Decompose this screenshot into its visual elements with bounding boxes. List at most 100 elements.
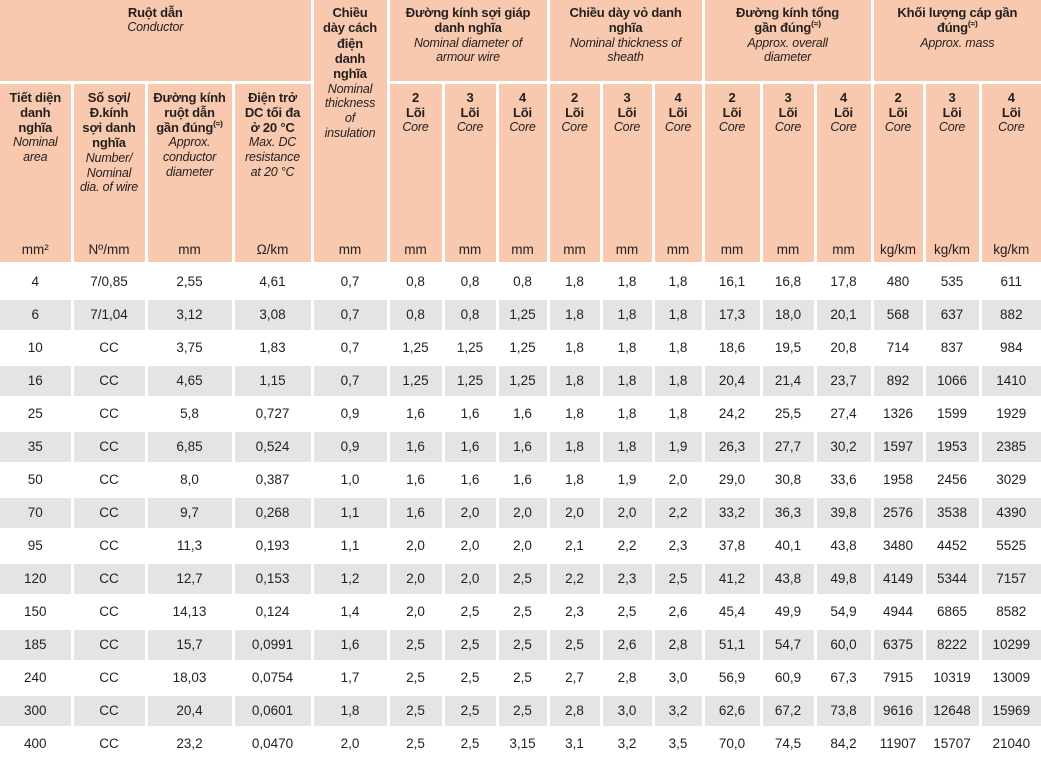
cell: 3,12 <box>144 298 233 333</box>
group-title-vn: Khối lượng cáp gần đúng(≈) <box>897 5 1018 36</box>
table-row: 6 7/1,04 3,12 3,08 0,7 0,8 0,8 1,25 1,8 1,8 1,8 17,… <box>0 298 1041 333</box>
cell: 7/1,04 <box>70 298 146 333</box>
cell: 21040 <box>978 727 1041 762</box>
cell: 21,4 <box>759 364 816 399</box>
cell: 49,8 <box>813 562 873 597</box>
group-title-en: Nominal thickness of sheath <box>569 35 682 65</box>
cell: 3,0 <box>599 694 654 729</box>
cell: 5525 <box>978 529 1041 564</box>
cell: 20,8 <box>813 331 873 366</box>
cell: CC <box>70 496 146 531</box>
cell: 2,0 <box>441 496 497 531</box>
cell: 37,8 <box>701 529 762 564</box>
unit-cell: kg/km <box>870 240 925 267</box>
cell: 15,7 <box>144 628 233 663</box>
cell: CC <box>70 628 146 663</box>
cell: 9,7 <box>144 496 233 531</box>
cell: 4149 <box>870 562 925 597</box>
group-title-en: Approx. mass <box>920 35 995 50</box>
cell: 12648 <box>922 694 981 729</box>
units-row: mm² Nº/mm mm Ω/km mm mm mm mm mm mm mm mm mm mm kg/km k… <box>0 240 1041 267</box>
cell: 17,3 <box>701 298 762 333</box>
cell: 51,1 <box>701 628 762 663</box>
core-count-header: 4 Lõi Core <box>813 82 873 240</box>
cell: 15969 <box>978 694 1041 729</box>
cell: 1410 <box>978 364 1041 399</box>
cell: CC <box>70 562 146 597</box>
cell: 1,6 <box>386 463 443 498</box>
cell: 67,3 <box>813 661 873 696</box>
cell: 4390 <box>978 496 1041 531</box>
table-row: 50 CC 8,0 0,387 1,0 1,6 1,6 1,6 1,8 1,9 2,0 29,0 30,… <box>0 463 1041 498</box>
cell: CC <box>70 364 146 399</box>
cell: 1,6 <box>495 463 549 498</box>
subheader-number-dia-of-wire: Số sợi/ Đ.kính sợi danh nghĩa Number/ No… <box>70 82 146 240</box>
cell: 1,8 <box>599 364 654 399</box>
cell: 3,08 <box>231 298 312 333</box>
cell: 1,8 <box>651 364 704 399</box>
cell: 11,3 <box>144 529 233 564</box>
cell: CC <box>70 595 146 630</box>
subheader-row: Tiết diện danh nghĩa Nominal area Số sợi… <box>0 82 1041 240</box>
cell: 984 <box>978 331 1041 366</box>
cell: 8582 <box>978 595 1041 630</box>
table-row: 4 7/0,85 2,55 4,61 0,7 0,8 0,8 0,8 1,8 1,8 1,8 16,1… <box>0 264 1041 300</box>
cell: 6865 <box>922 595 981 630</box>
cell: 20,4 <box>144 694 233 729</box>
subheader-conductor-diameter: Đường kính ruột dẫn gần đúng(≈) Approx. … <box>144 82 233 240</box>
group-title-vn: Đường kính sợi giáp danh nghĩa <box>405 5 531 36</box>
cell: 0,7 <box>310 264 388 300</box>
cell: 1326 <box>870 397 925 432</box>
core-count-header: 4 Lõi Core <box>495 82 549 240</box>
subheader-nominal-area: Tiết diện danh nghĩa Nominal area <box>0 82 72 240</box>
cell: 1,8 <box>651 397 704 432</box>
approx-marker: (≈) <box>213 118 223 129</box>
table-row: 400 CC 23,2 0,0470 2,0 2,5 2,5 3,15 3,1 3,2 3,5 70,… <box>0 727 1041 762</box>
cell: 3,75 <box>144 331 233 366</box>
cell: 1,25 <box>495 364 549 399</box>
cell: 2,8 <box>599 661 654 696</box>
group-header-mass: Khối lượng cáp gần đúng(≈) Approx. mass <box>870 0 1041 84</box>
cell: 25 <box>0 397 72 432</box>
unit-cell: mm <box>813 240 873 267</box>
cell: 1,8 <box>310 694 388 729</box>
cell: 2456 <box>922 463 981 498</box>
cell: 6375 <box>870 628 925 663</box>
cell: 611 <box>978 264 1041 300</box>
cell: 49,9 <box>759 595 816 630</box>
cell: 0,7 <box>310 298 388 333</box>
cell: 7/0,85 <box>70 264 146 300</box>
cell: 637 <box>922 298 981 333</box>
table-row: 35 CC 6,85 0,524 0,9 1,6 1,6 1,6 1,8 1,8 1,9 26,3 27… <box>0 430 1041 465</box>
core-count-header: 3 Lõi Core <box>759 82 816 240</box>
cell: 13009 <box>978 661 1041 696</box>
table-row: 150 CC 14,13 0,124 1,4 2,0 2,5 2,5 2,3 2,5 2,6 45,4… <box>0 595 1041 630</box>
cell: 150 <box>0 595 72 630</box>
cell: 70,0 <box>701 727 762 762</box>
unit-cell: mm <box>310 240 388 267</box>
cell: 60,0 <box>813 628 873 663</box>
cell: 1,6 <box>441 463 497 498</box>
cell: 2,5 <box>441 628 497 663</box>
cell: 1,8 <box>546 298 602 333</box>
cell: 1,9 <box>651 430 704 465</box>
cell: 892 <box>870 364 925 399</box>
cell: 1,25 <box>386 364 443 399</box>
cell: 0,8 <box>386 298 443 333</box>
group-title-vn: Đường kính tổng gần đúng(≈) <box>736 5 840 36</box>
cell: 0,7 <box>310 364 388 399</box>
group-title-en: Nominal thickness of insulation <box>324 81 376 140</box>
core-count-header: 2 Lõi Core <box>546 82 602 240</box>
cell: 0,8 <box>441 264 497 300</box>
cell: 2,2 <box>651 496 704 531</box>
group-header-row: Ruột dẫn Conductor Chiều dày cách điện d… <box>0 0 1041 240</box>
cell: 11907 <box>870 727 925 762</box>
cell: 2,0 <box>495 496 549 531</box>
cell: 73,8 <box>813 694 873 729</box>
cell: 2,6 <box>651 595 704 630</box>
core-count-header: 2 Lõi Core <box>386 82 443 240</box>
cell: 4944 <box>870 595 925 630</box>
cell: 0,268 <box>231 496 312 531</box>
cell: 5344 <box>922 562 981 597</box>
cell: 2,5 <box>651 562 704 597</box>
